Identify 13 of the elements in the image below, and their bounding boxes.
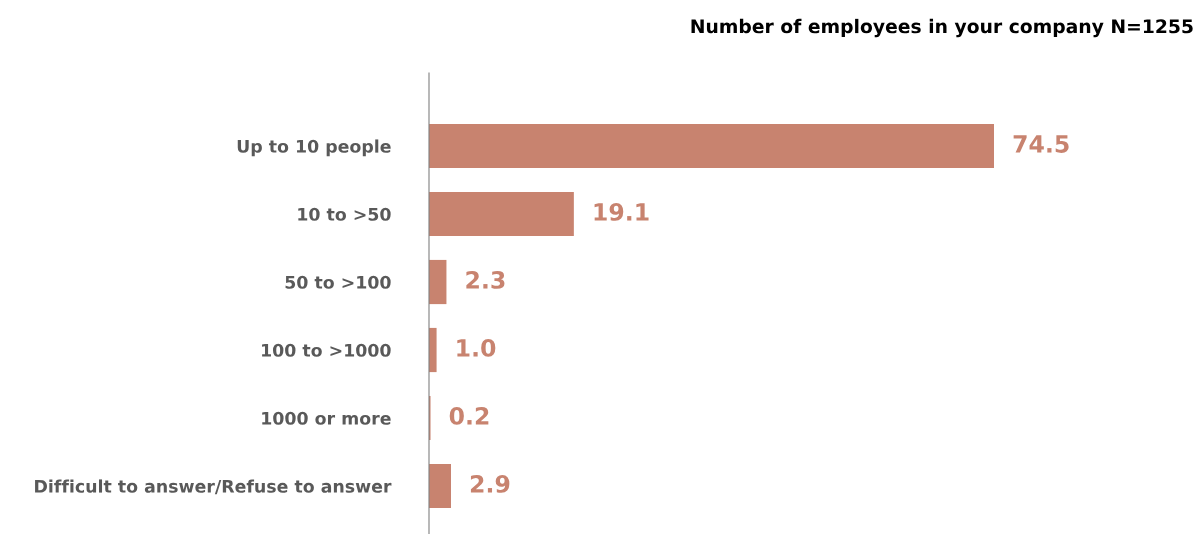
data-label: 19.1 [594,203,649,221]
y-tick-label: Up to 10 people [237,139,391,157]
y-tick-label: Difficult to answer/Refuse to answer [35,479,392,495]
y-tick-label: 100 to >1000 [262,343,391,357]
y-tick-label: 50 to >100 [285,275,391,289]
data-label: 1.0 [457,339,496,357]
data-label: 2.9 [470,474,510,493]
chart-title: Number of employees in your company N=1255 [691,18,1193,38]
y-tick-label: 1000 or more [262,411,391,425]
data-label: 2.3 [466,271,505,289]
y-tick-label: 10 to >50 [298,207,391,221]
data-label: 74.5 [1013,135,1069,153]
data-label: 0.2 [449,406,489,425]
